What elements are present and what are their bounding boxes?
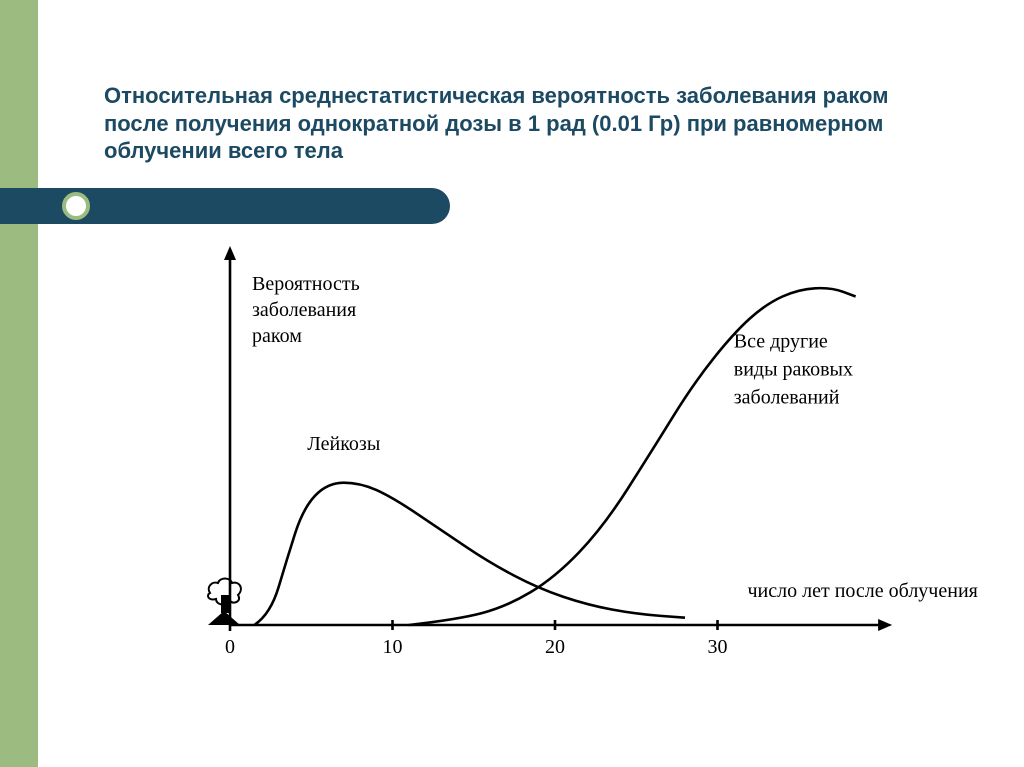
x-tick-label: 0 bbox=[225, 636, 235, 658]
arrowhead-icon bbox=[224, 246, 236, 260]
arrowhead-icon bbox=[878, 619, 892, 631]
y-axis-label: Вероятность bbox=[252, 273, 360, 295]
y-axis-label: раком bbox=[252, 325, 302, 347]
series-label: виды раковых bbox=[734, 359, 853, 381]
bullet-icon bbox=[62, 192, 90, 220]
x-tick-label: 30 bbox=[708, 636, 728, 658]
explosion-icon bbox=[208, 579, 241, 626]
y-axis-label: заболевания bbox=[252, 299, 356, 321]
slide-title: Относительная среднестатистическая вероя… bbox=[104, 82, 934, 165]
series-label: Все другие bbox=[734, 331, 828, 353]
x-axis-label: число лет после облучения bbox=[748, 580, 978, 602]
side-accent-bar bbox=[0, 0, 38, 767]
chart-svg: 0102030число лет после облученияВероятно… bbox=[150, 240, 910, 685]
x-tick-label: 10 bbox=[383, 636, 403, 658]
probability-chart: 0102030число лет после облученияВероятно… bbox=[150, 240, 910, 685]
series-label: Лейкозы bbox=[307, 433, 380, 455]
slide: Относительная среднестатистическая вероя… bbox=[0, 0, 1024, 767]
series-curve bbox=[254, 483, 685, 625]
series-label: заболеваний bbox=[734, 387, 840, 409]
x-tick-label: 20 bbox=[545, 636, 565, 658]
